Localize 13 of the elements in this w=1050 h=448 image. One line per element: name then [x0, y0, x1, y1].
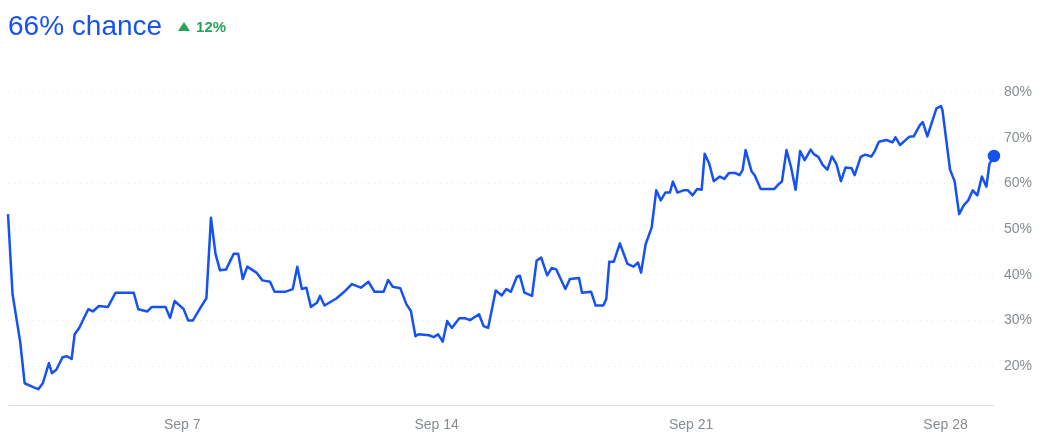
x-tick-label: Sep 21: [668, 416, 714, 433]
y-tick-label: 70%: [1003, 128, 1033, 145]
x-tick-label: Sep 7: [163, 416, 201, 433]
chart-subtitle: 12%: [196, 17, 227, 35]
x-tick-label: Sep 28: [923, 416, 968, 433]
y-tick-label: 60%: [1003, 174, 1033, 191]
y-tick-label: 50%: [1003, 220, 1033, 237]
y-tick-label: 30%: [1003, 311, 1033, 328]
chart-title: 66% chance: [8, 10, 163, 42]
y-tick-label: 80%: [1003, 82, 1033, 99]
y-tick-label: 20%: [1003, 357, 1033, 374]
y-tick-label: 40%: [1003, 265, 1033, 282]
x-tick-label: Sep 14: [414, 416, 460, 433]
